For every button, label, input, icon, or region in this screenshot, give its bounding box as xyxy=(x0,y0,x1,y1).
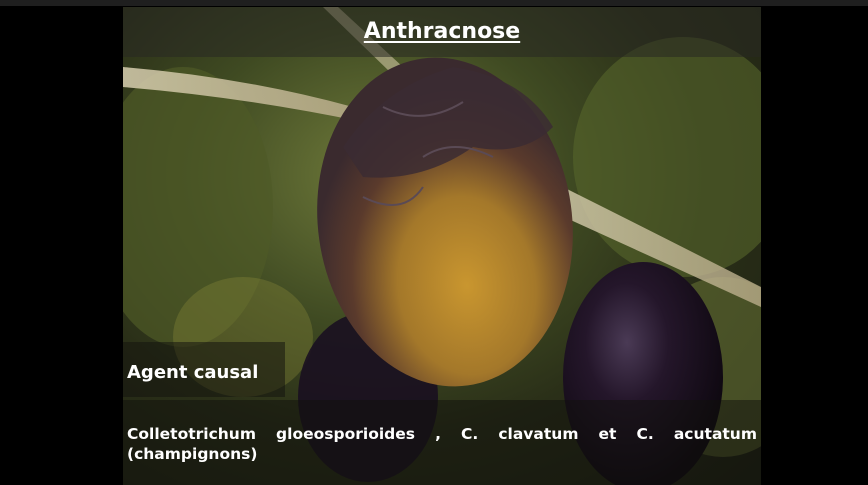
agent-label-backdrop xyxy=(123,342,285,397)
description-backdrop xyxy=(123,400,761,485)
top-strip xyxy=(0,0,868,6)
title-bar xyxy=(123,7,761,57)
agent-causal-label: Agent causal xyxy=(127,362,259,383)
slide-title: Anthracnose xyxy=(363,19,521,44)
slide: Anthracnose Agent causal Colletotrichum … xyxy=(123,7,761,485)
pathogen-description: Colletotrichum gloeosporioides , C. clav… xyxy=(127,425,757,463)
